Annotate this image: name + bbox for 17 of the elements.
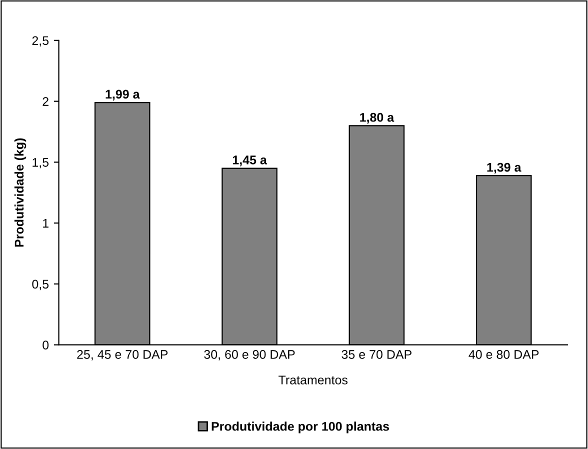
legend-label: Produtividade por 100 plantas (212, 422, 389, 434)
y-tick-label: 2 (42, 97, 48, 106)
x-tick-label: 30, 60 e 90 DAP (204, 350, 295, 360)
x-axis-title: Tratamentos (278, 376, 348, 384)
x-tick-label: 25, 45 e 70 DAP (77, 350, 168, 360)
y-tick-label: 0 (42, 340, 49, 350)
x-tick-label: 40 e 80 DAP (468, 350, 539, 359)
y-tick-label: 1 (43, 218, 48, 228)
y-tick-label: 2,5 (32, 36, 49, 47)
data-label: 1,80 a (360, 112, 394, 124)
data-label: 1,99 a (106, 90, 140, 100)
y-tick-label: 1,5 (32, 158, 49, 168)
data-label: 1,45 a (232, 156, 267, 166)
y-tick-label: 0,5 (32, 280, 49, 290)
data-label: 1,39 a (487, 162, 522, 174)
x-tick-label: 35 e 70 DAP (342, 350, 412, 359)
y-axis-title: Produtividade (kg) (14, 138, 26, 247)
